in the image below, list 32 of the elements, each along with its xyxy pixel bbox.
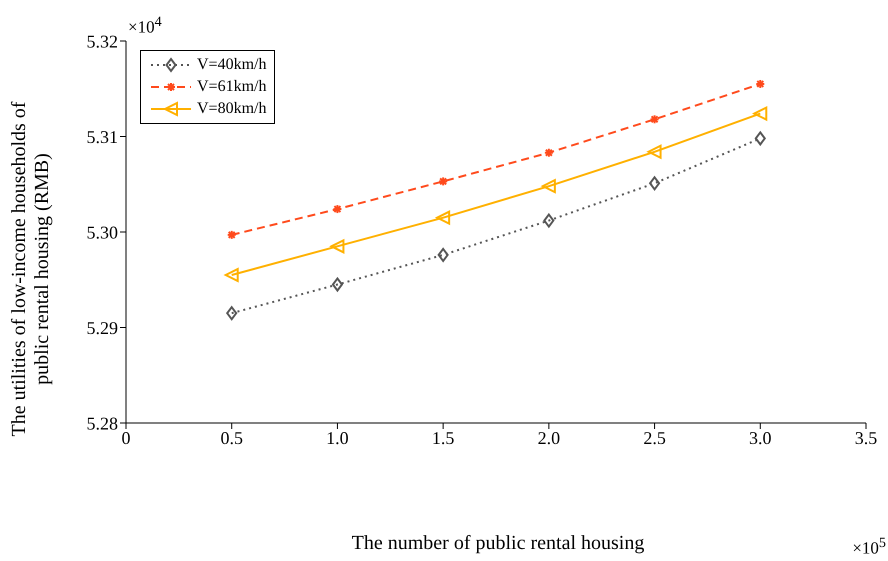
- x-tick-label: 1.5: [432, 428, 454, 448]
- y-axis-title: The utilities of low-income households of public rental housing (RMB): [8, 100, 54, 438]
- point: [753, 106, 768, 121]
- text: ×10$^{5}$: [852, 535, 886, 559]
- point: [332, 278, 343, 292]
- y-tick-label: 5.30: [86, 222, 118, 242]
- point: [438, 248, 449, 262]
- x-tick-label: 1.0: [326, 428, 349, 448]
- point: [754, 131, 766, 146]
- point: [330, 239, 344, 254]
- point: [543, 214, 554, 228]
- point: [226, 306, 238, 320]
- y-tick-label: 5.32: [86, 31, 118, 52]
- legend-label: V=61km/h: [197, 78, 266, 96]
- y-tick-label: 5.29: [86, 318, 118, 338]
- point: [224, 268, 239, 282]
- y-tick-label: 5.31: [86, 126, 118, 147]
- x-tick-label: 2.5: [643, 428, 666, 448]
- text: ×10$^{4}$: [128, 14, 162, 38]
- point: [649, 176, 660, 190]
- x-tick-label: 0: [122, 428, 130, 448]
- legend-label: V=40km/h: [197, 56, 266, 74]
- x-tick-label: 0.5: [220, 428, 243, 448]
- y-tick-label: 5.28: [86, 413, 118, 434]
- x-tick-label: 3.5: [854, 428, 878, 448]
- point: [436, 210, 450, 225]
- legend-label: V=80km/h: [197, 100, 266, 118]
- point: [542, 179, 556, 194]
- point: [648, 144, 662, 159]
- x-axis-title: The number of public rental housing: [352, 532, 644, 554]
- x-tick-label: 3.0: [749, 428, 772, 448]
- x-tick-label: 2.0: [538, 428, 560, 448]
